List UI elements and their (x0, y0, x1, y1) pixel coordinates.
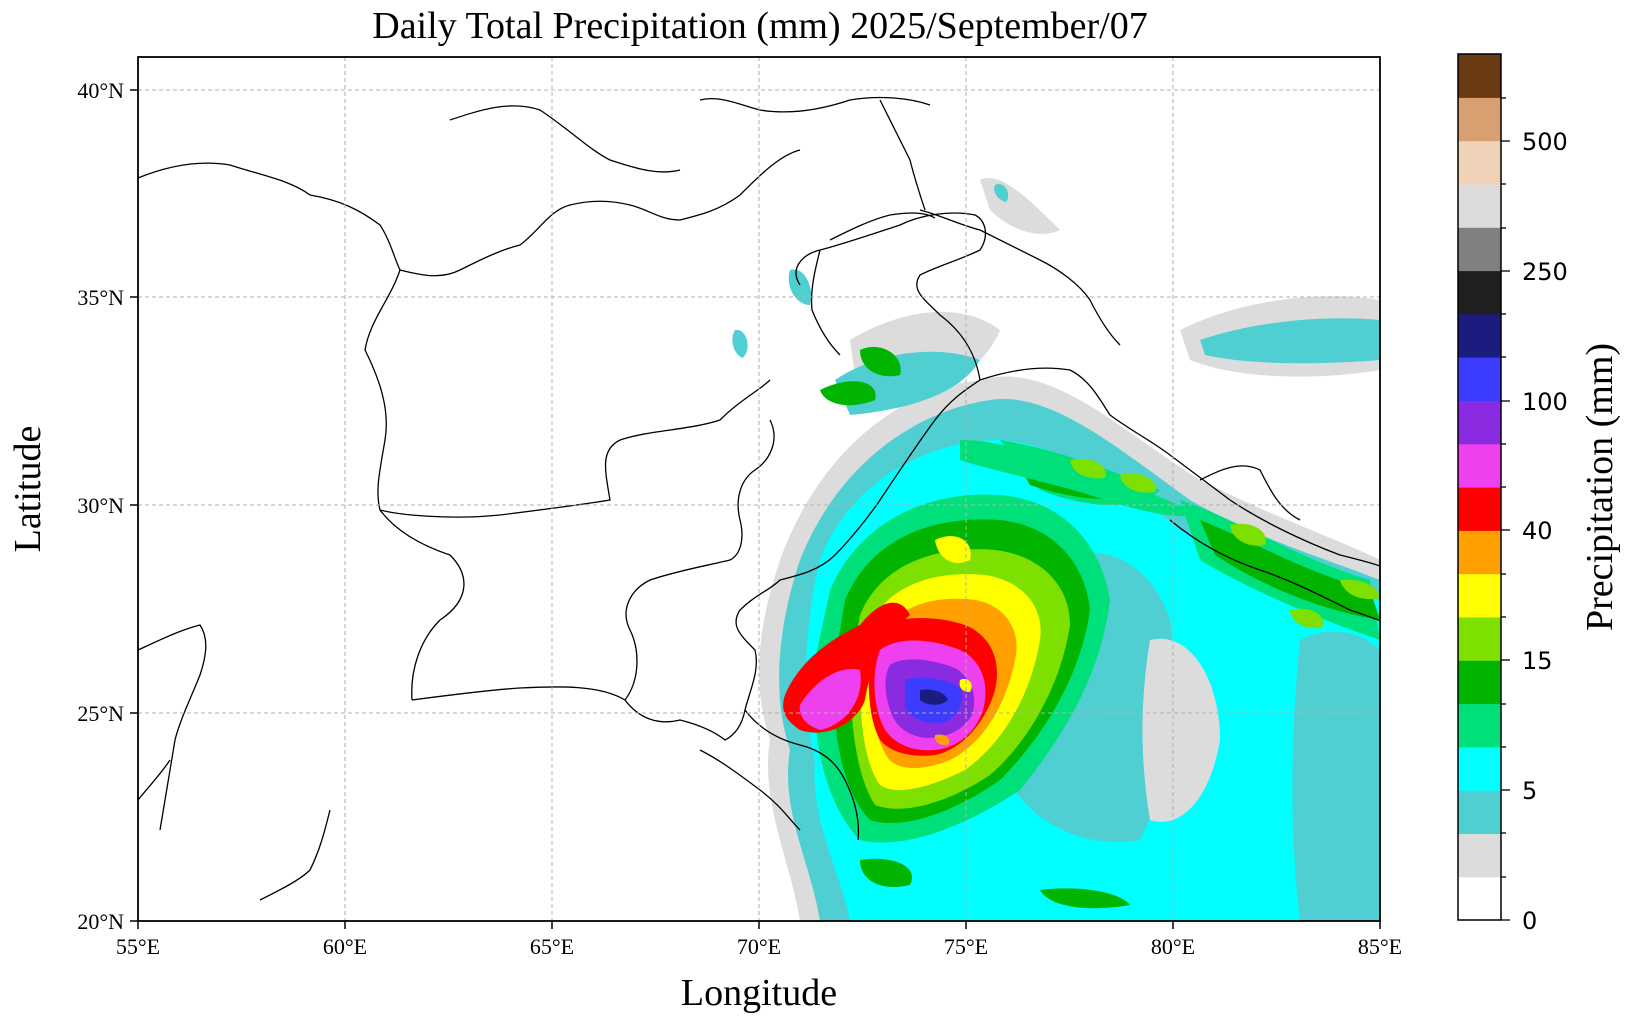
colorbar-swatch (1458, 487, 1501, 531)
colorbar: 0 5 15 40 100 250 500 Precipitation (mm) (1457, 53, 1621, 935)
colorbar-swatch (1458, 357, 1501, 401)
x-tick-label: 65°E (530, 934, 574, 959)
colorbar-tick-label: 0 (1522, 907, 1537, 935)
colorbar-swatch (1458, 183, 1501, 228)
x-tick-label: 85°E (1358, 934, 1402, 959)
x-axis-label: Longitude (681, 972, 837, 1014)
colorbar-label: Precipitation (mm) (1579, 343, 1621, 631)
colorbar-swatch (1458, 443, 1501, 488)
colorbar-swatch (1458, 660, 1501, 705)
y-tick-label: 25°N (77, 701, 124, 726)
colorbar-tick-labels: 0 5 15 40 100 250 500 (1522, 128, 1568, 935)
y-axis-label: Latitude (7, 426, 49, 553)
colorbar-tick-label: 15 (1522, 647, 1553, 675)
colorbar-tick-label: 500 (1522, 128, 1568, 156)
country-borders (138, 96, 1380, 901)
x-tick-label: 75°E (944, 934, 988, 959)
colorbar-swatch (1458, 573, 1501, 618)
colorbar-swatch (1458, 54, 1501, 98)
colorbar-swatch (1458, 616, 1501, 661)
colorbar-ticks (1501, 97, 1510, 921)
colorbar-swatch (1458, 270, 1501, 315)
colorbar-tick-label: 40 (1522, 517, 1553, 545)
y-tick-label: 40°N (77, 78, 124, 103)
colorbar-swatch (1458, 833, 1501, 878)
colorbar-swatch (1458, 876, 1501, 921)
colorbar-swatch (1458, 530, 1501, 575)
colorbar-swatch (1458, 97, 1501, 142)
y-tick-label: 30°N (77, 493, 124, 518)
y-tick-label: 35°N (77, 285, 124, 310)
colorbar-swatches (1458, 54, 1501, 921)
colorbar-swatch (1458, 790, 1501, 834)
x-tick-label: 55°E (116, 934, 160, 959)
colorbar-swatch (1458, 227, 1501, 272)
colorbar-tick-label: 5 (1522, 777, 1537, 805)
colorbar-swatch (1458, 400, 1501, 445)
graticule (138, 57, 1380, 921)
colorbar-swatch (1458, 313, 1501, 358)
colorbar-swatch (1458, 746, 1501, 791)
colorbar-swatch (1458, 703, 1501, 748)
y-tick-label: 20°N (77, 909, 124, 934)
x-tick-label: 60°E (323, 934, 367, 959)
map-panel: 55°E 60°E 65°E 70°E 75°E 80°E 85°E 20°N … (7, 56, 1402, 1014)
colorbar-swatch (1458, 140, 1501, 185)
figure-title: Daily Total Precipitation (mm) 2025/Sept… (372, 5, 1148, 47)
colorbar-tick-label: 100 (1522, 388, 1568, 416)
axis-ticks (130, 89, 1381, 929)
x-tick-label: 80°E (1151, 934, 1195, 959)
colorbar-tick-label: 250 (1522, 258, 1568, 286)
precipitation-field (732, 178, 1380, 921)
x-tick-label: 70°E (737, 934, 781, 959)
